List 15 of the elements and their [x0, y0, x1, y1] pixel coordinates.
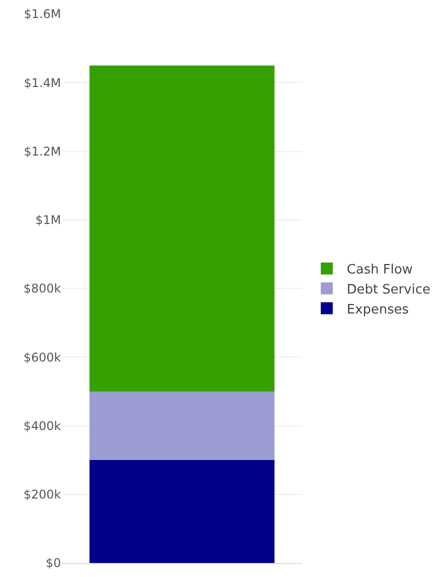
bar	[89, 65, 275, 392]
bar	[89, 391, 275, 460]
y-tick-label: $400k	[24, 418, 62, 433]
y-tick-label: $600k	[24, 350, 62, 364]
y-tick-label: $0	[46, 556, 61, 570]
y-tick-label: $1.2M	[24, 144, 61, 158]
y-tick-label: $800k	[24, 282, 62, 296]
y-tick-label: $1.6M	[24, 7, 61, 22]
y-tick-label: $200k	[24, 488, 62, 502]
legend-label: Debt Service	[346, 282, 430, 298]
y-tick-label: $1M	[35, 213, 61, 228]
y-tick-label: $1.4M	[24, 76, 61, 90]
legend-label: Cash Flow	[346, 262, 414, 278]
bar	[89, 460, 275, 563]
legend-label: Expenses	[346, 302, 409, 318]
